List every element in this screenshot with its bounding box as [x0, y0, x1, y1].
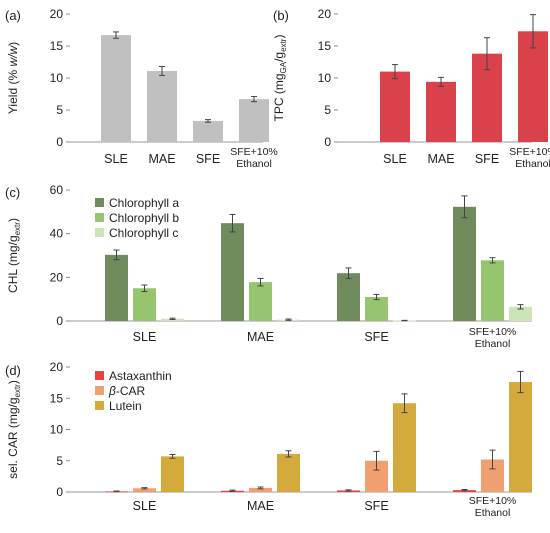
x-tick-label: SFE [196, 152, 220, 166]
legend-label: Lutein [109, 399, 142, 413]
x-tick-label: SFE [364, 330, 388, 344]
y-tick-label: 0 [56, 314, 63, 328]
y-tick-label: 20 [318, 7, 332, 21]
bar [337, 273, 360, 321]
y-tick-label: 5 [56, 103, 63, 117]
legend-label: β-CAR [108, 384, 146, 398]
x-tick-label: SFE+10% [469, 495, 517, 507]
bar [365, 296, 388, 321]
bar [101, 35, 131, 143]
x-tick-label: SFE+10% [509, 146, 550, 158]
y-tick-label: 0 [324, 135, 331, 149]
bar [277, 453, 300, 492]
bar [509, 382, 532, 492]
bar [239, 99, 269, 142]
bar [453, 206, 476, 321]
y-axis-label: CHL (mg/gextr) [6, 218, 22, 293]
chart-panel-b: (b) 0 5 10 15 20 TPC (mgGA/gextr) SLE MAE SFE SFE+… [272, 7, 550, 170]
x-tick-label: Ethanol [475, 507, 511, 519]
chart-panel-a: (a) 0 5 10 15 20 Yield (% w/w) SLE MAE SFE SFE+10%… [5, 7, 278, 170]
y-tick-label: 10 [50, 423, 64, 437]
bar [509, 306, 532, 321]
x-tick-label: MAE [148, 152, 175, 166]
bar [133, 488, 156, 492]
x-tick-label: MAE [247, 330, 274, 344]
bar [365, 460, 388, 492]
x-tick-label: Ethanol [236, 158, 272, 170]
legend-label: Chlorophyll b [109, 211, 179, 225]
y-tick-label: 5 [324, 103, 331, 117]
x-tick-label: SFE [364, 499, 388, 513]
bar [193, 120, 223, 142]
y-tick-label: 10 [318, 71, 332, 85]
x-tick-label: MAE [247, 499, 274, 513]
y-tick-label: 5 [56, 454, 63, 468]
y-axis-label: sel. CAR (mg/gextr) [6, 380, 22, 479]
x-tick-label: SFE+10% [230, 146, 278, 158]
legend-label: Astaxanthin [109, 369, 172, 383]
y-tick-label: 0 [56, 485, 63, 499]
y-tick-label: 10 [50, 71, 64, 85]
bar [249, 487, 272, 492]
bar [518, 31, 548, 143]
chart-panel-d: (d) 0 5 10 15 20 sel. CAR (mg/gextr) SLE MAE SFE S… [5, 360, 532, 519]
y-tick-label: 0 [56, 135, 63, 149]
x-tick-label: MAE [427, 152, 454, 166]
legend-swatch [95, 198, 104, 207]
legend-swatch [95, 386, 104, 395]
x-tick-label: Ethanol [475, 338, 511, 350]
panel-label: (c) [5, 185, 20, 200]
legend-swatch [95, 228, 104, 237]
y-axis-label: TPC (mgGA/gextr) [272, 35, 288, 122]
legend-label: Chlorophyll a [109, 196, 179, 210]
x-tick-label: SFE+10% [469, 326, 517, 338]
panel-label: (d) [5, 363, 21, 378]
bar [161, 456, 184, 492]
y-tick-label: 15 [50, 391, 64, 405]
chart-panel-c: (c) 0 20 40 60 CHL (mg/gextr) SLE MAE SFE SFE+10%… [5, 183, 532, 350]
x-tick-label: SFE [475, 152, 499, 166]
panel-label: (a) [5, 8, 21, 23]
y-tick-label: 20 [50, 270, 64, 284]
x-tick-label: SLE [383, 152, 407, 166]
y-tick-label: 15 [318, 39, 332, 53]
x-tick-label: SLE [133, 499, 157, 513]
legend-swatch [95, 371, 104, 380]
y-tick-label: 20 [50, 7, 64, 21]
bar [393, 403, 416, 492]
bar [105, 254, 128, 321]
y-axis-label: Yield (% w/w) [6, 42, 20, 114]
bar [249, 282, 272, 321]
x-tick-label: SLE [104, 152, 128, 166]
bar [426, 81, 456, 142]
y-tick-label: 40 [50, 227, 64, 241]
y-tick-label: 15 [50, 39, 64, 53]
bar [147, 70, 177, 142]
panel-label: (b) [273, 8, 289, 23]
bar [481, 459, 504, 492]
y-tick-label: 60 [50, 183, 64, 197]
bar [221, 223, 244, 321]
legend-swatch [95, 213, 104, 222]
y-tick-label: 20 [50, 360, 64, 374]
x-tick-label: Ethanol [515, 158, 550, 170]
x-tick-label: SLE [133, 330, 157, 344]
legend-swatch [95, 401, 104, 410]
bar [481, 260, 504, 321]
legend-label: Chlorophyll c [109, 226, 178, 240]
bar [133, 288, 156, 321]
bar [380, 71, 410, 142]
